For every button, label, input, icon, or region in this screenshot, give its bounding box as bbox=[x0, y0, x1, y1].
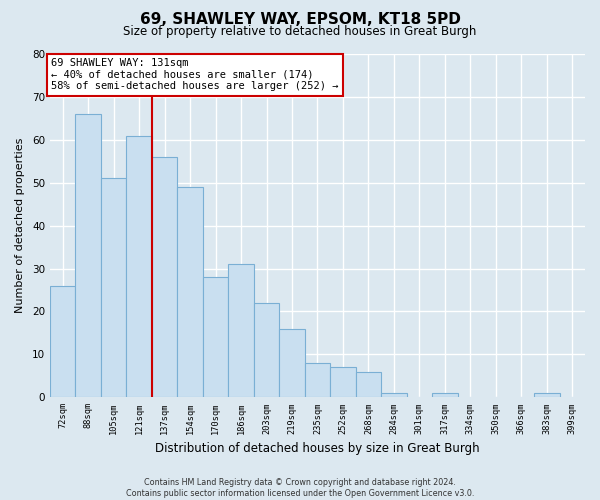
Bar bbox=[432, 393, 458, 398]
Bar bbox=[381, 393, 407, 398]
Bar bbox=[305, 363, 330, 398]
Bar bbox=[534, 393, 560, 398]
Bar bbox=[76, 114, 101, 398]
Bar bbox=[203, 277, 228, 398]
Bar bbox=[356, 372, 381, 398]
X-axis label: Distribution of detached houses by size in Great Burgh: Distribution of detached houses by size … bbox=[155, 442, 480, 455]
Bar bbox=[178, 187, 203, 398]
Y-axis label: Number of detached properties: Number of detached properties bbox=[15, 138, 25, 314]
Text: Size of property relative to detached houses in Great Burgh: Size of property relative to detached ho… bbox=[124, 25, 476, 38]
Text: 69, SHAWLEY WAY, EPSOM, KT18 5PD: 69, SHAWLEY WAY, EPSOM, KT18 5PD bbox=[140, 12, 460, 28]
Bar bbox=[228, 264, 254, 398]
Bar bbox=[330, 368, 356, 398]
Bar bbox=[279, 328, 305, 398]
Bar bbox=[127, 136, 152, 398]
Bar bbox=[101, 178, 127, 398]
Bar bbox=[50, 286, 76, 398]
Bar bbox=[152, 157, 178, 398]
Bar bbox=[254, 303, 279, 398]
Text: Contains HM Land Registry data © Crown copyright and database right 2024.
Contai: Contains HM Land Registry data © Crown c… bbox=[126, 478, 474, 498]
Text: 69 SHAWLEY WAY: 131sqm
← 40% of detached houses are smaller (174)
58% of semi-de: 69 SHAWLEY WAY: 131sqm ← 40% of detached… bbox=[51, 58, 339, 92]
